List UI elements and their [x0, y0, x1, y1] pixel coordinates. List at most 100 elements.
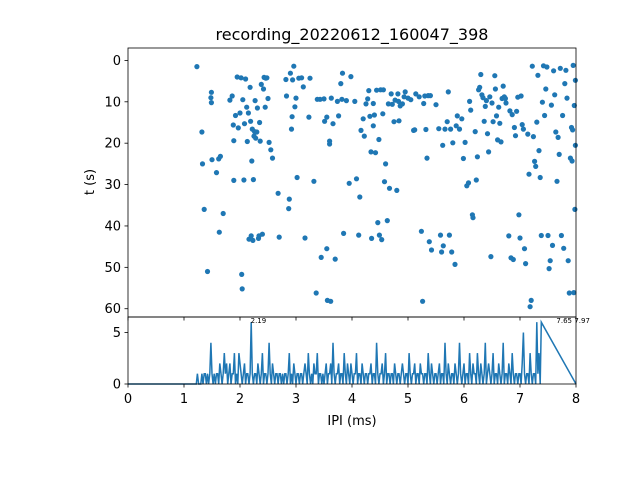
- scatter-point: [208, 100, 214, 106]
- scatter-point: [523, 261, 529, 267]
- scatter-point: [537, 174, 543, 181]
- scatter-point: [199, 129, 205, 135]
- scatter-point: [213, 170, 220, 176]
- scatter-point: [526, 171, 532, 177]
- scatter-point: [572, 206, 578, 212]
- scatter-point: [283, 93, 290, 99]
- scatter-points: [194, 62, 579, 310]
- scatter-point: [241, 177, 247, 183]
- scatter-point: [562, 81, 568, 87]
- histogram-peak-label: 7.65: [556, 317, 572, 325]
- scatter-point: [498, 139, 504, 145]
- scatter-point: [532, 158, 538, 164]
- scatter-point: [474, 154, 480, 160]
- scatter-point: [552, 92, 558, 98]
- scatter-point: [506, 233, 512, 239]
- scatter-point: [232, 112, 239, 119]
- scatter-point: [363, 101, 369, 107]
- scatter-point: [260, 86, 267, 92]
- histogram-x-tick-label: 7: [516, 392, 524, 407]
- histogram-y-tick-label: 0: [113, 378, 121, 393]
- scatter-point: [269, 155, 276, 161]
- scatter-point: [492, 86, 498, 92]
- scatter-point: [249, 158, 255, 164]
- scatter-point: [544, 64, 550, 70]
- scatter-point: [538, 232, 544, 239]
- scatter-point: [493, 113, 500, 119]
- scatter-point: [556, 151, 562, 157]
- scatter-point: [366, 88, 372, 94]
- scatter-point: [290, 77, 296, 83]
- scatter-point: [231, 177, 237, 183]
- scatter-point: [375, 220, 381, 226]
- scatter-y-tick-label: 20: [104, 137, 121, 152]
- scatter-point: [554, 178, 560, 184]
- scatter-point: [462, 139, 468, 145]
- scatter-point: [418, 228, 424, 234]
- scatter-point: [529, 63, 535, 69]
- scatter-point: [450, 140, 456, 146]
- scatter-point: [328, 95, 334, 101]
- histogram-x-axis: 0 1 2 3 4 5 6 7 8: [124, 384, 580, 407]
- scatter-point: [258, 81, 264, 87]
- scatter-y-tick-label: 0: [113, 54, 121, 69]
- scatter-point: [259, 231, 265, 237]
- scatter-point: [293, 95, 299, 101]
- scatter-point: [208, 95, 214, 101]
- scatter-point: [428, 247, 435, 253]
- scatter-point: [563, 67, 569, 73]
- scatter-point: [330, 121, 336, 127]
- scatter-point: [341, 230, 347, 236]
- scatter-point: [379, 237, 385, 243]
- scatter-point: [318, 254, 324, 260]
- histogram-x-tick-label: 0: [124, 392, 132, 407]
- scatter-point: [268, 147, 274, 153]
- chart-title: recording_20220612_160047_398: [216, 25, 489, 45]
- scatter-y-tick-label: 30: [104, 178, 121, 193]
- scatter-point: [570, 127, 576, 133]
- scatter-point: [234, 74, 240, 80]
- scatter-point: [426, 239, 432, 245]
- scatter-y-label: t (s): [83, 169, 98, 195]
- scatter-point: [257, 138, 263, 144]
- scatter-point: [254, 105, 260, 111]
- scatter-point: [570, 62, 576, 68]
- scatter-point: [338, 81, 344, 87]
- scatter-point: [465, 180, 472, 186]
- scatter-point: [343, 98, 349, 104]
- scatter-point: [353, 176, 360, 182]
- scatter-point: [243, 76, 249, 82]
- scatter-point: [553, 129, 559, 135]
- histogram-x-tick-label: 2: [236, 392, 244, 407]
- scatter-point: [510, 256, 516, 263]
- scatter-point: [496, 104, 502, 110]
- scatter-point: [516, 212, 522, 218]
- scatter-point: [289, 114, 295, 120]
- scatter-point: [292, 104, 298, 110]
- scatter-point: [238, 75, 244, 81]
- histogram-x-tick-label: 4: [348, 392, 356, 407]
- scatter-point: [412, 127, 418, 133]
- scatter-point: [402, 89, 408, 95]
- scatter-point: [533, 163, 539, 169]
- scatter-point: [454, 113, 460, 119]
- scatter-point: [416, 94, 422, 100]
- scatter-point: [395, 98, 402, 104]
- scatter-point: [365, 96, 371, 102]
- scatter-point: [383, 161, 389, 167]
- scatter-point: [446, 232, 452, 238]
- scatter-point: [572, 77, 579, 83]
- scatter-point: [452, 261, 458, 267]
- scatter-point: [440, 243, 446, 249]
- scatter-point: [264, 75, 270, 81]
- scatter-point: [220, 210, 226, 217]
- scatter-point: [328, 298, 334, 304]
- scatter-point: [367, 113, 373, 119]
- scatter-point: [376, 136, 382, 143]
- scatter-point: [327, 141, 333, 147]
- scatter-point: [565, 258, 571, 264]
- scatter-point: [332, 256, 338, 262]
- scatter-point: [388, 91, 394, 97]
